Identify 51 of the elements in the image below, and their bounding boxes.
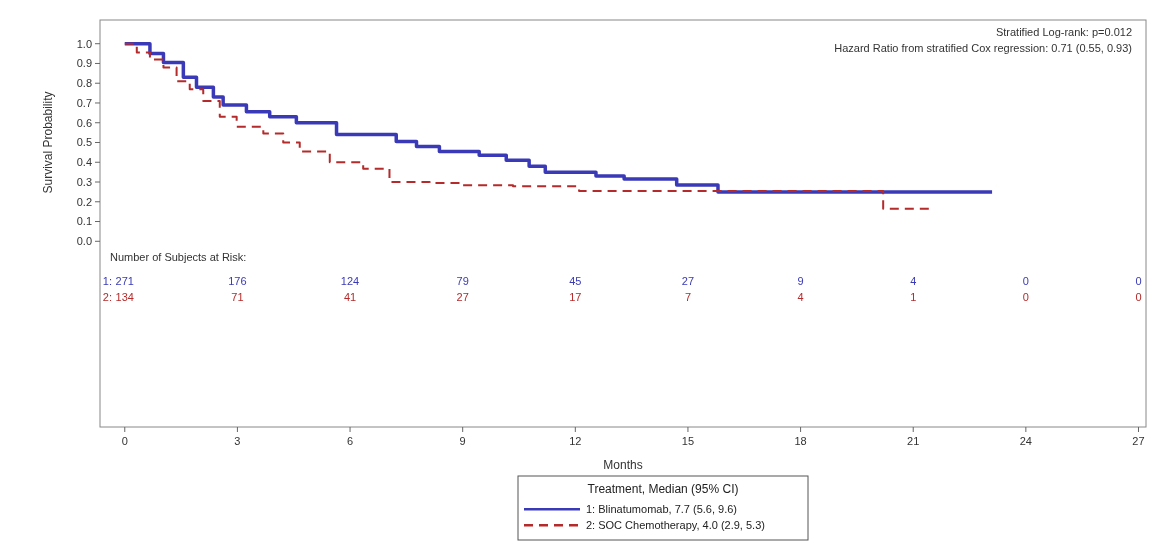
y-tick-label: 0.7 bbox=[76, 96, 92, 109]
annotation: 0 bbox=[1022, 275, 1029, 288]
x-tick-label: 15 bbox=[681, 435, 695, 447]
x-tick-label: 27 bbox=[1132, 435, 1145, 447]
y-axis-title: Survival Probability bbox=[41, 91, 55, 194]
y-tick-label: 0.1 bbox=[76, 215, 92, 228]
x-tick-label: 12 bbox=[569, 435, 582, 447]
y-tick-label: 0.0 bbox=[76, 235, 92, 248]
annotation: Stratified Log-rank: p=0.012 bbox=[995, 26, 1132, 38]
annotation: 1 bbox=[910, 291, 917, 304]
annotation: 41 bbox=[343, 291, 357, 304]
x-tick-label: 9 bbox=[459, 435, 466, 447]
annotation: 176 bbox=[228, 275, 247, 288]
x-tick-label: 24 bbox=[1019, 435, 1032, 447]
annotation: 271 bbox=[115, 275, 134, 288]
annotation: 0 bbox=[1022, 291, 1029, 304]
y-tick-label: 1.0 bbox=[76, 37, 92, 50]
annotation: 4 bbox=[797, 291, 804, 304]
y-tick-label: 0.4 bbox=[76, 156, 92, 169]
annotation: 4 bbox=[910, 275, 917, 288]
y-tick-label: 0.5 bbox=[76, 136, 92, 149]
x-tick-label: 3 bbox=[234, 435, 241, 447]
annotation: Number of Subjects at Risk: bbox=[110, 251, 247, 264]
y-tick-label: 0.2 bbox=[76, 195, 92, 208]
annotation: 9 bbox=[797, 275, 804, 288]
x-tick-label: 6 bbox=[346, 435, 354, 447]
annotation: 0 bbox=[1135, 275, 1142, 288]
y-tick-label: 0.8 bbox=[76, 77, 92, 90]
y-tick-label: 0.6 bbox=[76, 116, 92, 129]
annotation: 124 bbox=[340, 275, 360, 288]
annotation: 7 bbox=[684, 291, 692, 304]
annotation: 71 bbox=[231, 291, 244, 304]
annotation: 45 bbox=[569, 275, 582, 288]
x-axis-title: Months bbox=[603, 458, 643, 472]
legend-title: Treatment, Median (95% CI) bbox=[587, 482, 739, 496]
x-tick-label: 21 bbox=[907, 435, 920, 447]
legend-label: 2: SOC Chemotherapy, 4.0 (2.9, 5.3) bbox=[586, 518, 765, 531]
x-tick-label: 18 bbox=[794, 435, 807, 447]
annotation: 2: bbox=[102, 291, 112, 304]
annotation: 27 bbox=[681, 275, 695, 288]
annotation: 1: bbox=[102, 275, 112, 288]
annotation: 0 bbox=[1135, 291, 1142, 304]
x-tick-label: 0 bbox=[121, 435, 128, 447]
legend-label: 1: Blinatumomab, 7.7 (5.6, 9.6) bbox=[586, 502, 738, 515]
annotation: 134 bbox=[115, 291, 134, 304]
annotation: Hazard Ratio from stratified Cox regression: 0.71 (0.55, 0.93) bbox=[834, 42, 1132, 54]
y-tick-label: 0.3 bbox=[76, 175, 92, 188]
y-tick-label: 0.9 bbox=[76, 57, 92, 70]
annotation: 79 bbox=[456, 275, 469, 288]
annotation: 27 bbox=[456, 291, 469, 304]
annotation: 17 bbox=[569, 291, 582, 304]
